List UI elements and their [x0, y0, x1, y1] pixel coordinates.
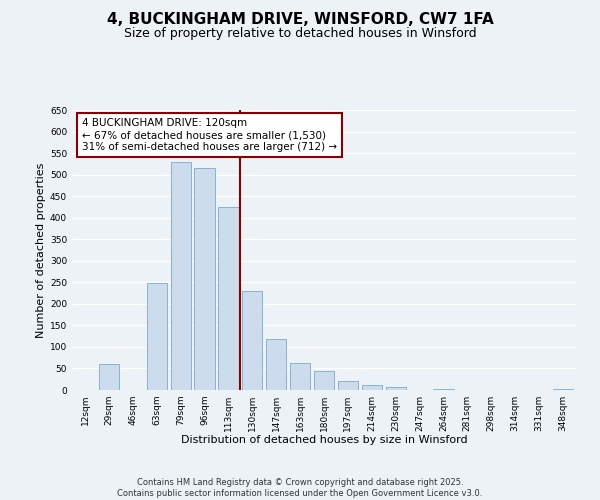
Bar [194, 168, 215, 390]
Text: Size of property relative to detached houses in Winsford: Size of property relative to detached ho… [124, 28, 476, 40]
Bar [242, 291, 262, 390]
Bar [290, 363, 310, 390]
Bar [99, 364, 119, 390]
Text: 4 BUCKINGHAM DRIVE: 120sqm
← 67% of detached houses are smaller (1,530)
31% of s: 4 BUCKINGHAM DRIVE: 120sqm ← 67% of deta… [82, 118, 337, 152]
Bar [146, 283, 167, 390]
Text: 4, BUCKINGHAM DRIVE, WINSFORD, CW7 1FA: 4, BUCKINGHAM DRIVE, WINSFORD, CW7 1FA [107, 12, 493, 28]
Bar [314, 370, 334, 390]
Bar [386, 386, 406, 390]
Bar [362, 385, 382, 390]
Bar [433, 388, 454, 390]
Bar [266, 339, 286, 390]
X-axis label: Distribution of detached houses by size in Winsford: Distribution of detached houses by size … [181, 436, 467, 446]
Bar [218, 207, 239, 390]
Bar [338, 380, 358, 390]
Bar [170, 162, 191, 390]
Y-axis label: Number of detached properties: Number of detached properties [36, 162, 46, 338]
Text: Contains HM Land Registry data © Crown copyright and database right 2025.
Contai: Contains HM Land Registry data © Crown c… [118, 478, 482, 498]
Bar [553, 388, 573, 390]
